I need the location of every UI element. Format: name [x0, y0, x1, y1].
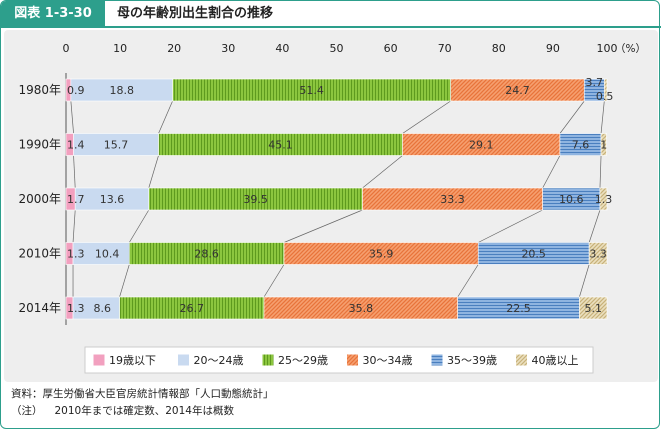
data-label: 5.1 [584, 302, 602, 315]
data-label: 8.6 [94, 302, 112, 315]
data-label: 10.6 [559, 193, 584, 206]
series-connector-line [72, 209, 76, 243]
title-bar: 図表 1-3-30 母の年齢別出生割合の推移 [1, 1, 661, 28]
x-tick-label: 30 [221, 42, 235, 55]
category-label: 2010年 [18, 247, 61, 261]
figure-label: 図表 1-3-30 [1, 1, 105, 26]
data-label: 45.1 [268, 139, 293, 152]
series-connector-line [588, 209, 601, 243]
x-tick-label: 50 [330, 42, 344, 55]
bar-segment [600, 133, 607, 156]
series-connector-line [362, 155, 403, 189]
legend-label: 35～39歳 [447, 354, 497, 367]
bar-segment [599, 187, 608, 211]
series-connector-line [559, 100, 585, 134]
footnote-label: （注） [11, 405, 43, 417]
data-label: 22.5 [506, 302, 531, 315]
series-connector-line [402, 100, 451, 134]
legend-label: 40歳以上 [532, 354, 579, 367]
legend-swatch [177, 353, 190, 367]
x-tick-label: 100 [597, 42, 618, 55]
category-label: 1980年 [18, 83, 61, 97]
data-label: 35.8 [349, 302, 374, 315]
data-label: 51.4 [299, 84, 324, 97]
data-label: 1.4 [67, 139, 85, 152]
data-label: 39.5 [243, 193, 268, 206]
series-connector-line [478, 209, 543, 243]
legend-swatch [92, 353, 106, 367]
series-connector-line [158, 100, 173, 134]
series-connector-line [128, 209, 150, 243]
bar-segment [603, 78, 608, 102]
bar-segment [579, 296, 608, 320]
series-connector-line [148, 155, 159, 189]
data-label: 15.7 [104, 139, 129, 152]
x-tick-label: 70 [438, 42, 452, 55]
data-label: 13.6 [100, 193, 125, 206]
data-label: 26.7 [180, 302, 205, 315]
series-connector-line [600, 100, 605, 134]
x-tick-label: 90 [546, 42, 560, 55]
series-connector-line [119, 264, 130, 298]
series-connector-line [70, 100, 74, 134]
data-label: 3.7 [586, 76, 604, 89]
legend-label: 20～24歳 [194, 354, 244, 367]
legend-swatch [430, 353, 444, 367]
data-label: 1 [600, 139, 607, 152]
series-connector-line [457, 264, 479, 298]
stacked-bar-chart: 0 10 20 30 40 50 60 70 80 90 100（%） 1980年 0.9 18.8 51.… [18, 42, 646, 374]
x-axis-unit: （%） [615, 43, 646, 55]
data-label: 1.7 [67, 193, 85, 206]
series-connector-line [283, 209, 363, 243]
footnote: （注） 2010年までは確定数、2014年は概数 [11, 403, 234, 418]
x-tick-label: 0 [63, 42, 70, 55]
legend-label: 30～34歳 [363, 354, 413, 367]
series-connector-line [263, 264, 285, 298]
series-connector-line [579, 264, 590, 298]
category-label: 1990年 [18, 138, 61, 152]
legend-label: 19歳以下 [109, 354, 156, 367]
data-label: 1.3 [595, 193, 613, 206]
figure-title: 母の年齢別出生割合の推移 [117, 6, 274, 21]
source-note: 資料：厚生労働省大臣官房統計情報部「人口動態統計」 [11, 388, 274, 400]
series-connector-line [542, 155, 561, 189]
footnote-text: 2010年までは確定数、2014年は概数 [54, 405, 234, 417]
data-label: 20.5 [521, 248, 546, 261]
x-tick-label: 40 [275, 42, 289, 55]
data-label: 10.4 [95, 248, 120, 261]
category-label: 2000年 [18, 192, 61, 206]
legend-swatch [346, 353, 359, 367]
data-label: 24.7 [505, 84, 530, 97]
legend-box [84, 346, 594, 374]
category-label: 2014年 [18, 301, 61, 315]
legend-label: 25～29歳 [278, 354, 328, 367]
data-label: 1.3 [67, 248, 85, 261]
x-tick-label: 80 [492, 42, 506, 55]
data-label: 1.3 [67, 302, 85, 315]
x-tick-label: 10 [113, 42, 127, 55]
data-label: 35.9 [369, 248, 394, 261]
data-label: 0.9 [67, 84, 85, 97]
data-label: 29.1 [469, 139, 494, 152]
x-tick-label: 20 [167, 42, 181, 55]
legend-swatch [515, 353, 528, 367]
data-label: 3.3 [589, 248, 607, 261]
chart-area: 0 10 20 30 40 50 60 70 80 90 100 （%） 1980年 0.9 18.8 51.… [4, 30, 658, 382]
series-connector-line [73, 155, 76, 189]
bar-segment [588, 242, 608, 265]
data-label: 33.3 [440, 193, 465, 206]
x-tick-label: 60 [384, 42, 398, 55]
series-connector-line [599, 155, 602, 189]
data-label: 28.6 [194, 248, 219, 261]
legend-swatch [261, 353, 275, 367]
data-label: 0.5 [596, 90, 614, 103]
data-label: 7.6 [572, 139, 590, 152]
data-label: 18.8 [109, 84, 134, 97]
